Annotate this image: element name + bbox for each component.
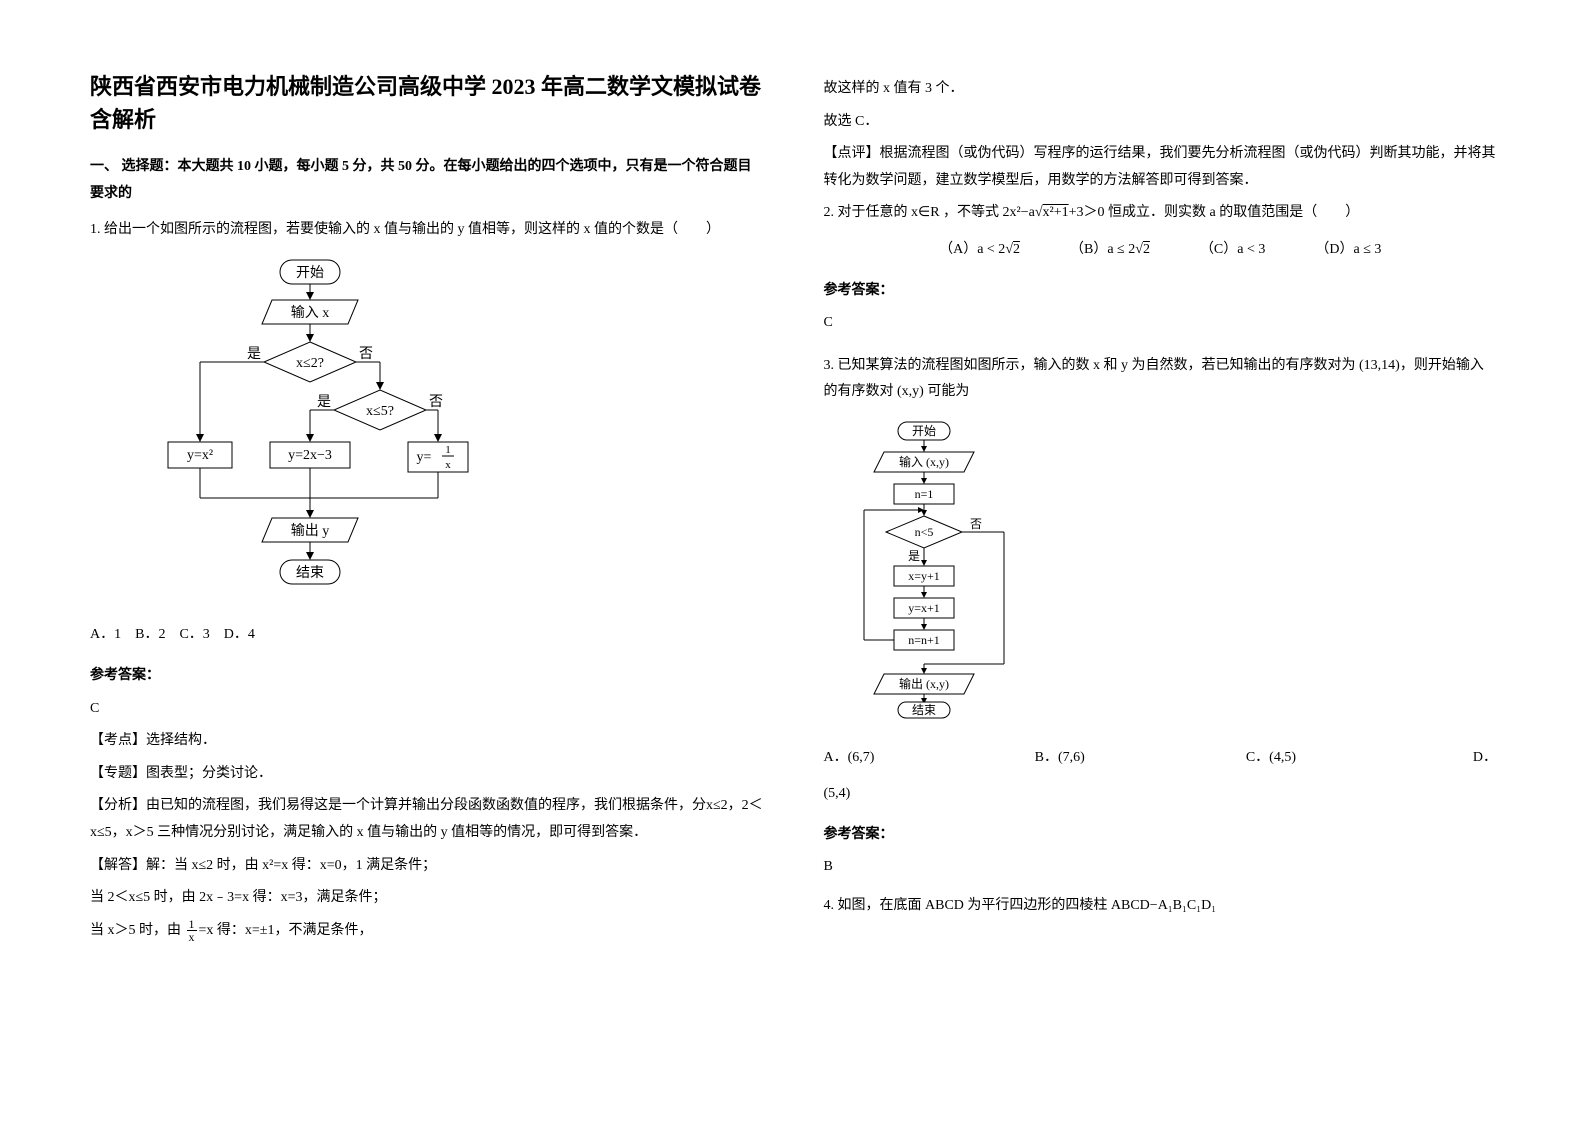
- flow-b1: y=x²: [187, 448, 213, 463]
- flow-b3-den: x: [445, 459, 451, 471]
- flow-no-1: 否: [359, 347, 373, 362]
- q3-opt-d: (5,4): [824, 781, 1498, 808]
- q3-s1: x=y+1: [908, 569, 940, 583]
- flow-b3-num: 1: [445, 444, 451, 456]
- q3-no: 否: [969, 517, 981, 531]
- q1-jd1: 【解答】解：当 x≤2 时，由 x²=x 得：x=0，1 满足条件；: [90, 853, 764, 880]
- q3-opt-a: A．(6,7): [824, 745, 1035, 772]
- q1-jd3: 当 x＞5 时，由 1x=x 得：x=±1，不满足条件，: [90, 918, 764, 945]
- q3-cond: n<5: [914, 525, 933, 539]
- q2-stem: 2. 对于任意的 x∈R ，不等式 2x²−a√x²+1+3＞0 恒成立．则实数…: [824, 200, 1498, 227]
- q2-opt-a: （A）a < 2√2: [939, 237, 1020, 264]
- doc-title: 陕西省西安市电力机械制造公司高级中学 2023 年高二数学文模拟试卷含解析: [90, 70, 764, 136]
- q3-answer: B: [824, 854, 1498, 881]
- q3-yes: 是: [907, 549, 919, 563]
- q1-stem: 1. 给出一个如图所示的流程图，若要使输入的 x 值与输出的 y 值相等，则这样…: [90, 217, 764, 244]
- flow-no-2: 否: [429, 395, 443, 410]
- q3-opt-d-prefix: D．: [1457, 745, 1497, 772]
- q3-s3: n=n+1: [908, 633, 940, 647]
- q2-answer: C: [824, 310, 1498, 337]
- flow-b3-label: y=: [417, 450, 432, 465]
- page: 陕西省西安市电力机械制造公司高级中学 2023 年高二数学文模拟试卷含解析 一、…: [0, 0, 1587, 1122]
- q3-init: n=1: [914, 487, 933, 501]
- q3-flowchart: 开始 输入 (x,y) n=1 n<5 否 是 x=y+1: [844, 420, 1498, 731]
- q2-options: （A）a < 2√2 （B）a ≤ 2√2 （C）a < 3 （D）a ≤ 3: [824, 237, 1498, 264]
- q1-answer: C: [90, 696, 764, 723]
- right-column: 故这样的 x 值有 3 个． 故选 C． 【点评】根据流程图（或伪代码）写程序的…: [824, 70, 1498, 1092]
- q4-stem: 4. 如图，在底面 ABCD 为平行四边形的四棱柱 ABCD−A₁B₁C₁D₁: [824, 893, 1498, 920]
- q1-kd: 【考点】选择结构．: [90, 728, 764, 755]
- flow-b2: y=2x−3: [288, 448, 332, 463]
- flow-yes-1: 是: [247, 347, 261, 362]
- q2-opt-d: （D）a ≤ 3: [1315, 237, 1381, 264]
- q3-end: 结束: [911, 703, 935, 717]
- flow-d2: x≤5?: [366, 404, 394, 419]
- q3-opt-b: B．(7,6): [1035, 745, 1246, 772]
- col2-line1: 故这样的 x 值有 3 个．: [824, 76, 1498, 103]
- flow-d1: x≤2?: [296, 356, 324, 371]
- flow-out: 输出 y: [291, 523, 330, 539]
- left-column: 陕西省西安市电力机械制造公司高级中学 2023 年高二数学文模拟试卷含解析 一、…: [90, 70, 764, 1092]
- col2-line2: 故选 C．: [824, 109, 1498, 136]
- q2-answer-header: 参考答案：: [824, 278, 1498, 305]
- q3-stem: 3. 已知某算法的流程图如图所示，输入的数 x 和 y 为自然数，若已知输出的有…: [824, 353, 1498, 406]
- q3-s2: y=x+1: [908, 601, 940, 615]
- col2-dp: 【点评】根据流程图（或伪代码）写程序的运行结果，我们要先分析流程图（或伪代码）判…: [824, 141, 1498, 194]
- q2-opt-c: （C）a < 3: [1200, 237, 1265, 264]
- q1-answer-header: 参考答案：: [90, 663, 764, 690]
- q3-input: 输入 (x,y): [899, 454, 949, 469]
- q1-zt: 【专题】图表型；分类讨论．: [90, 761, 764, 788]
- q3-out: 输出 (x,y): [899, 676, 949, 691]
- q3-answer-header: 参考答案：: [824, 822, 1498, 849]
- q1-fx: 【分析】由已知的流程图，我们易得这是一个计算并输出分段函数函数值的程序，我们根据…: [90, 793, 764, 846]
- flow-input: 输入 x: [291, 305, 330, 321]
- flow-yes-2: 是: [317, 395, 331, 410]
- q3-start: 开始: [911, 424, 935, 438]
- q3-opt-c: C．(4,5): [1246, 745, 1457, 772]
- q3-options-row1: A．(6,7) B．(7,6) C．(4,5) D．: [824, 745, 1498, 772]
- section-1-header: 一、 选择题：本大题共 10 小题，每小题 5 分，共 50 分。在每小题给出的…: [90, 154, 764, 207]
- q2-opt-b: （B）a ≤ 2√2: [1070, 237, 1150, 264]
- flow-start: 开始: [296, 265, 324, 281]
- q1-flowchart: 开始 输入 x x≤2? 是 否: [160, 258, 764, 609]
- q1-options: A．1 B．2 C．3 D．4: [90, 622, 764, 649]
- flow-end: 结束: [296, 565, 324, 581]
- q1-jd2: 当 2＜x≤5 时，由 2x﹣3=x 得：x=3，满足条件；: [90, 885, 764, 912]
